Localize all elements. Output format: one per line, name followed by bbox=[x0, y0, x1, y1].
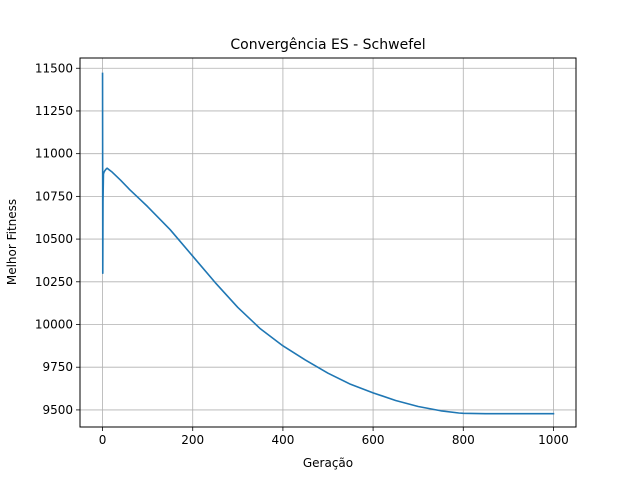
x-tick-label: 0 bbox=[99, 433, 107, 447]
x-tick-label: 1000 bbox=[538, 433, 569, 447]
y-tick-label: 11500 bbox=[35, 61, 73, 75]
y-tick-label: 9750 bbox=[42, 360, 73, 374]
series-line bbox=[101, 72, 555, 415]
x-tick-label: 600 bbox=[362, 433, 385, 447]
plot-frame bbox=[79, 57, 577, 428]
grid-layer bbox=[80, 58, 576, 427]
y-tick-label: 11250 bbox=[35, 104, 73, 118]
x-tick-label: 800 bbox=[452, 433, 475, 447]
chart-title: Convergência ES - Schwefel bbox=[230, 37, 425, 53]
y-tick-label: 11000 bbox=[35, 147, 73, 161]
x-tick-label: 200 bbox=[181, 433, 204, 447]
x-axis: 0 200 400 600 800 1000 bbox=[99, 427, 569, 447]
x-axis-label: Geração bbox=[303, 456, 353, 470]
y-tick-label: 10000 bbox=[35, 318, 73, 332]
y-tick-label: 10750 bbox=[35, 189, 73, 203]
y-tick-label: 9500 bbox=[42, 403, 73, 417]
y-tick-label: 10250 bbox=[35, 275, 73, 289]
y-axis-label: Melhor Fitness bbox=[5, 199, 19, 285]
y-axis: 9500 9750 10000 10250 10500 10750 11000 11250 11… bbox=[35, 61, 80, 417]
series-layer bbox=[101, 72, 555, 415]
x-tick-label: 400 bbox=[271, 433, 294, 447]
y-tick-label: 10500 bbox=[35, 232, 73, 246]
